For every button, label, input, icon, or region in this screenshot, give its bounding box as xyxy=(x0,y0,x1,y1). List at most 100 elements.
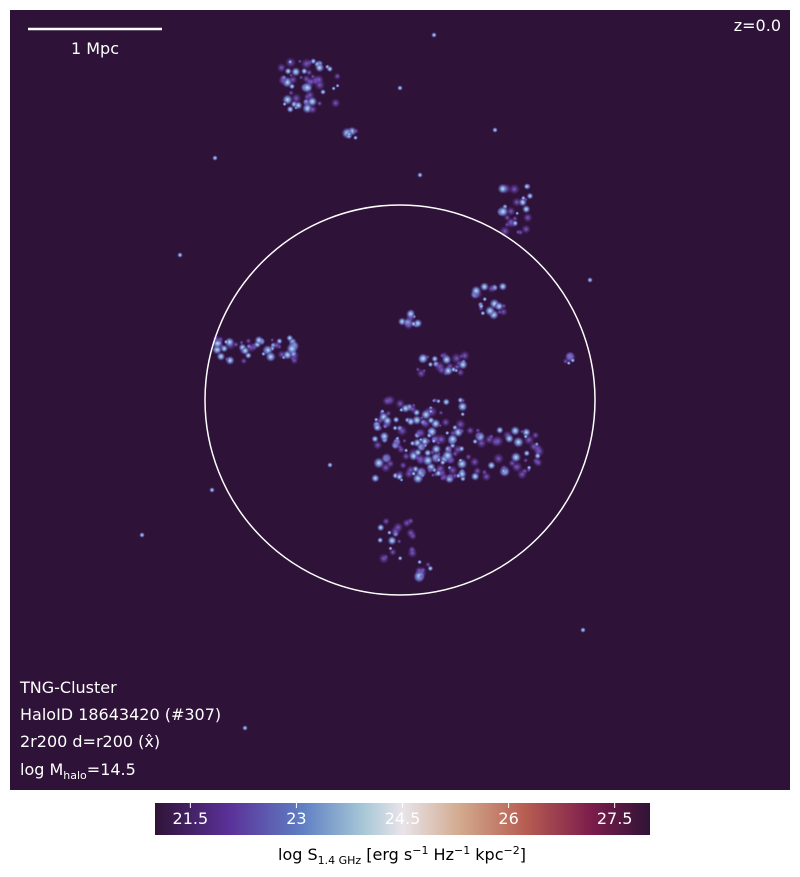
emission-blob xyxy=(523,434,529,439)
emission-blob xyxy=(316,100,323,107)
emission-blob xyxy=(533,458,543,468)
emission-blob xyxy=(421,567,426,572)
emission-blob xyxy=(177,252,183,258)
emission-blob xyxy=(417,559,423,565)
emission-blob xyxy=(436,457,442,463)
emission-blob xyxy=(427,565,434,572)
emission-blob xyxy=(372,423,382,432)
emission-blob xyxy=(464,453,472,461)
emission-blob xyxy=(492,435,504,448)
emission-blob xyxy=(224,356,230,362)
emission-blob xyxy=(522,212,533,223)
emission-blob xyxy=(484,305,496,317)
emission-blob xyxy=(380,462,391,473)
emission-blob xyxy=(428,409,433,414)
emission-blob xyxy=(395,398,406,409)
emission-blob xyxy=(501,468,507,474)
emission-blob xyxy=(242,725,248,731)
emission-blob xyxy=(382,517,390,526)
emission-blob xyxy=(492,127,498,133)
emission-blob xyxy=(139,532,145,538)
emission-blob xyxy=(392,416,400,424)
emission-blob xyxy=(265,351,277,363)
emission-blob xyxy=(419,444,425,450)
emission-blob xyxy=(418,437,424,442)
emission-blob xyxy=(431,443,442,455)
emission-blob xyxy=(432,397,439,404)
emission-blob xyxy=(529,441,539,452)
emission-blob xyxy=(327,462,333,468)
emission-blob xyxy=(376,536,384,544)
emission-blob xyxy=(515,211,520,216)
emission-blob xyxy=(285,342,298,355)
emission-blob xyxy=(523,457,529,463)
emission-blob xyxy=(510,425,521,436)
emission-blob xyxy=(498,282,508,291)
emission-blob xyxy=(441,417,451,427)
emission-blob xyxy=(478,303,485,310)
emission-blob xyxy=(580,627,586,633)
emission-blob xyxy=(492,452,505,465)
emission-blob xyxy=(220,344,229,353)
emission-blob xyxy=(319,88,327,96)
emission-blob xyxy=(290,66,301,77)
emission-blob xyxy=(286,334,294,342)
emission-blob xyxy=(439,459,446,466)
emission-blob xyxy=(457,401,468,412)
colorbar-tick-label: 23 xyxy=(286,809,306,828)
emission-blob xyxy=(474,431,482,440)
emission-blob xyxy=(513,464,518,469)
emission-blob xyxy=(512,219,519,227)
emission-blob xyxy=(289,73,294,78)
emission-blob xyxy=(300,67,308,75)
emission-blob xyxy=(376,523,385,532)
emission-blob xyxy=(396,425,408,437)
emission-blob xyxy=(399,461,407,470)
emission-blob xyxy=(480,310,486,316)
emission-blob xyxy=(301,82,313,94)
emission-blob xyxy=(566,360,572,366)
redshift: z=0.0 xyxy=(734,16,781,35)
emission-blob xyxy=(405,309,416,319)
emission-blob xyxy=(370,473,380,483)
emission-blob xyxy=(456,368,465,377)
emission-blob xyxy=(279,74,287,83)
emission-blob xyxy=(488,433,495,440)
halo-id: HaloID 18643420 (#307) xyxy=(20,705,221,724)
emission-blob xyxy=(290,356,299,365)
emission-blob xyxy=(382,415,393,426)
emission-blob xyxy=(387,535,397,546)
emission-blob xyxy=(515,229,521,235)
emission-blob xyxy=(587,277,593,283)
emission-blob xyxy=(418,573,424,579)
emission-blob xyxy=(534,452,542,460)
emission-blob xyxy=(419,468,427,475)
emission-blob xyxy=(465,426,475,435)
emission-blob xyxy=(417,353,429,364)
halo-mass: log Mhalo=14.5 xyxy=(20,760,136,782)
emission-blob xyxy=(497,183,509,195)
emission-blob xyxy=(388,548,397,557)
emission-blob xyxy=(497,205,509,218)
colorbar-tick-label: 21.5 xyxy=(173,809,209,828)
emission-blob xyxy=(506,206,516,217)
emission-blob xyxy=(487,284,497,294)
emission-blob xyxy=(403,320,414,331)
emission-blob xyxy=(570,357,576,363)
emission-blob xyxy=(526,192,534,200)
simulation: TNG-Cluster xyxy=(19,678,117,697)
emission-blob xyxy=(444,430,450,436)
emission-blob xyxy=(442,398,451,406)
emission-blob xyxy=(406,417,416,427)
emission-blob xyxy=(330,98,341,109)
emission-blob xyxy=(504,433,515,444)
emission-blob xyxy=(454,368,459,373)
emission-blob xyxy=(326,65,334,73)
emission-blob xyxy=(523,449,531,457)
emission-blob xyxy=(383,554,389,560)
emission-blob xyxy=(408,545,416,554)
emission-blob xyxy=(458,458,463,463)
emission-blob xyxy=(481,471,492,482)
emission-blob xyxy=(288,83,296,90)
emission-blob xyxy=(378,553,390,564)
